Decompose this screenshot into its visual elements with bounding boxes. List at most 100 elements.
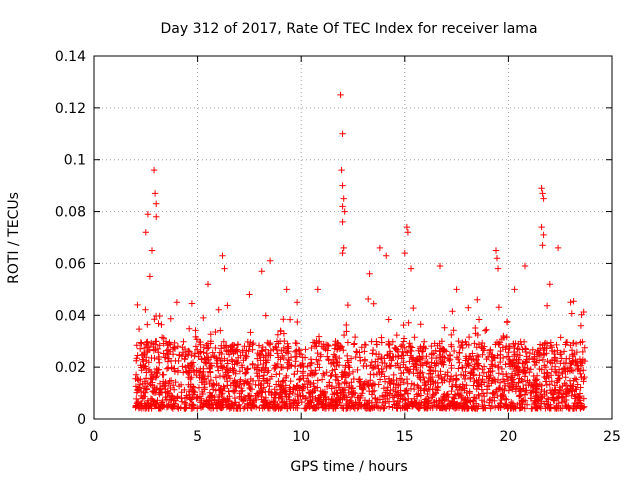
data-point [234,405,241,412]
data-point [423,385,430,392]
data-point [404,390,412,397]
data-point [265,351,273,359]
data-point [375,365,382,372]
data-point [204,281,212,288]
data-point [144,380,151,387]
data-point [554,394,562,401]
data-point [181,404,189,411]
data-point [182,400,190,408]
data-point [232,347,240,354]
data-point [532,398,539,405]
data-point [191,388,199,396]
data-point [273,381,280,388]
data-point [155,389,163,396]
data-point [408,380,415,387]
data-point [414,382,421,389]
data-point [463,341,470,348]
data-point [144,348,151,356]
data-point [407,265,415,272]
data-point [250,398,257,406]
data-point [456,390,464,398]
data-point [340,371,348,379]
data-point [195,369,203,376]
data-point [137,362,144,369]
data-point [309,339,317,346]
data-point [306,390,313,397]
data-point [183,392,190,399]
data-point [438,396,446,403]
data-point [232,370,239,377]
data-point [293,353,300,360]
data-point [436,262,444,270]
data-point [400,338,407,345]
data-point [191,350,199,357]
data-point [383,252,390,259]
data-point [577,384,584,391]
data-point [166,390,173,397]
data-point [361,397,369,404]
data-point [156,342,163,349]
data-point [578,402,585,409]
data-point [205,397,213,404]
data-point [240,396,247,404]
data-point [272,364,279,371]
data-point [500,334,508,341]
data-point [369,346,377,354]
data-point [313,337,320,345]
data-point [497,404,504,411]
data-point [567,383,575,390]
data-point [526,369,533,376]
data-point [213,405,221,412]
data-point [414,358,421,365]
data-point [148,395,156,403]
data-point [399,341,406,349]
data-point [165,364,172,372]
data-point [404,229,412,236]
data-point [275,403,283,411]
data-point [210,353,218,360]
data-point [358,344,365,351]
data-point [486,349,493,357]
data-point [557,351,564,358]
data-point [188,300,196,307]
data-point [519,360,526,367]
data-point [266,341,274,348]
data-point [499,371,507,378]
data-point [394,397,401,405]
data-point [485,377,492,385]
data-point [155,404,163,411]
data-point [321,371,328,379]
data-point [240,380,247,387]
data-point [242,352,249,359]
data-point [201,359,209,366]
data-point [581,357,589,365]
data-point [266,257,274,264]
data-point [203,378,210,386]
data-point [532,377,540,384]
data-point [155,349,162,356]
data-point [541,373,548,381]
data-point [266,383,273,390]
data-point [282,401,289,409]
data-point [209,349,216,356]
data-point [572,340,580,348]
data-point [274,400,281,408]
data-point [524,377,531,384]
data-point [562,389,569,397]
data-point [216,400,223,408]
data-point [487,346,494,353]
data-point [475,360,482,367]
data-point [472,324,479,332]
data-point [422,396,429,403]
data-point [287,386,294,393]
data-point [152,374,159,381]
data-point [549,360,556,367]
data-point [558,369,566,376]
data-point [309,369,316,376]
data-point [326,379,333,386]
data-point [389,338,396,345]
data-point [385,403,393,410]
data-point [444,401,452,408]
data-point [567,299,574,306]
data-point [423,360,430,367]
